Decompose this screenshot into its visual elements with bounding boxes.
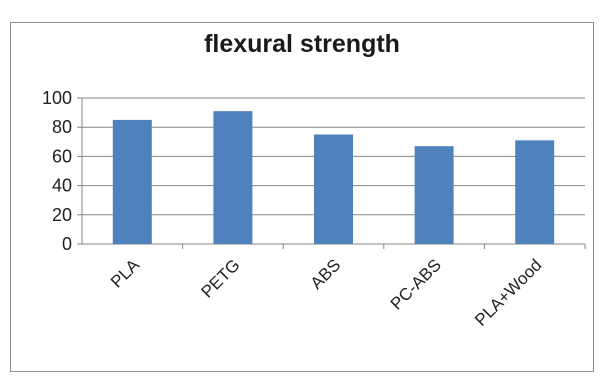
y-tick-label: 60 (52, 146, 72, 166)
bar (414, 146, 454, 244)
x-tick-label: ABS (307, 255, 344, 292)
y-tick-label: 80 (52, 117, 72, 137)
bar (213, 111, 253, 244)
chart-frame (10, 22, 594, 372)
x-tick-label: PLA (107, 255, 144, 292)
x-tick-label: PLA+Wood (471, 255, 545, 329)
y-tick-label: 0 (62, 234, 72, 254)
y-tick-label: 100 (42, 88, 72, 108)
x-tick-label: PC-ABS (387, 255, 445, 313)
chart-title: flexural strength (204, 30, 400, 58)
y-tick-label: 40 (52, 176, 72, 196)
y-tick-label: 20 (52, 205, 72, 225)
bar (314, 134, 353, 244)
bar (515, 140, 555, 244)
bar (112, 119, 152, 244)
x-tick-label: PETG (198, 255, 244, 301)
